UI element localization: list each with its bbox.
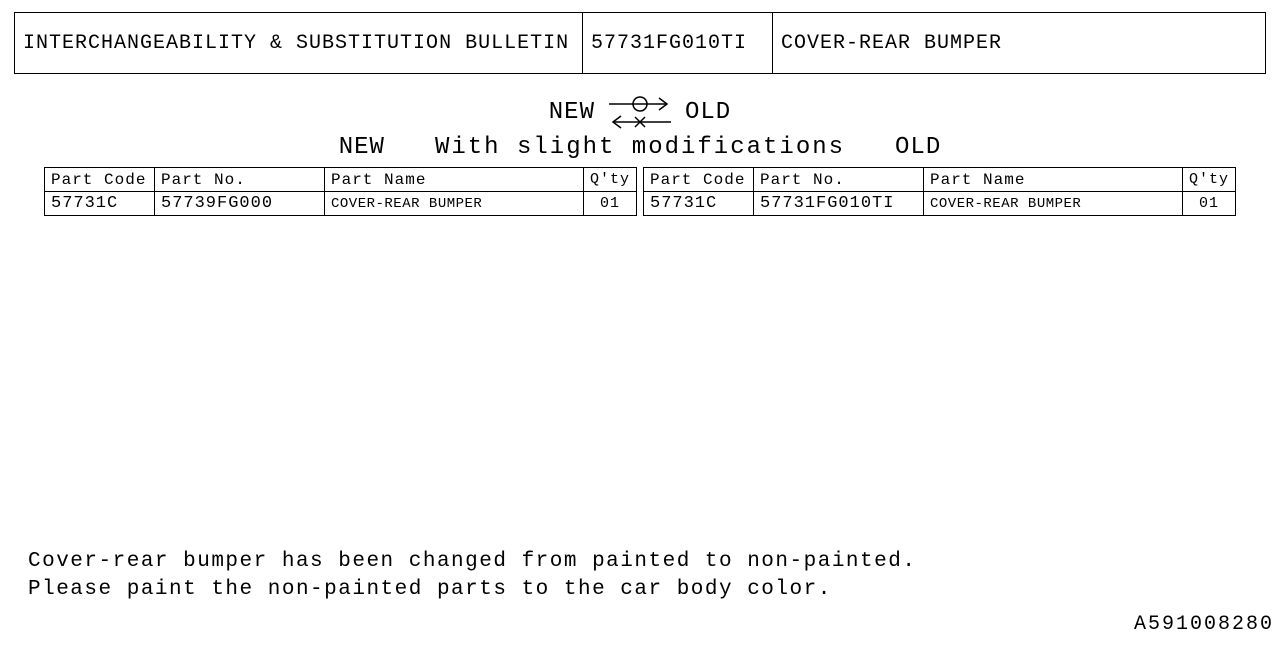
col-part-code: Part Code [45, 168, 155, 192]
table-header-row: Part Code Part No. Part Name Q'ty [45, 168, 637, 192]
old-parts-table: Part Code Part No. Part Name Q'ty 57731C… [643, 167, 1236, 216]
notes-block: Cover-rear bumper has been changed from … [28, 548, 916, 604]
note-line-2: Please paint the non-painted parts to th… [28, 576, 916, 604]
col-part-no: Part No. [754, 168, 924, 192]
col-qty: Q'ty [583, 168, 636, 192]
col-part-no: Part No. [155, 168, 325, 192]
cell-part-no: 57739FG000 [155, 192, 325, 216]
header-box: INTERCHANGEABILITY & SUBSTITUTION BULLET… [14, 12, 1266, 74]
cell-part-name: COVER-REAR BUMPER [325, 192, 584, 216]
note-line-1: Cover-rear bumper has been changed from … [28, 548, 916, 576]
subtitle-left: NEW [339, 134, 385, 161]
col-qty: Q'ty [1182, 168, 1235, 192]
symbol-right-label: OLD [685, 99, 731, 126]
cell-part-no: 57731FG010TI [754, 192, 924, 216]
symbol-left-label: NEW [549, 99, 595, 126]
cell-part-name: COVER-REAR BUMPER [924, 192, 1183, 216]
col-part-name: Part Name [325, 168, 584, 192]
header-part-name: COVER-REAR BUMPER [773, 13, 1265, 73]
cell-part-code: 57731C [644, 192, 754, 216]
cell-qty: 01 [583, 192, 636, 216]
cell-part-code: 57731C [45, 192, 155, 216]
interchange-symbol-icon [605, 92, 675, 132]
col-part-code: Part Code [644, 168, 754, 192]
parts-tables: Part Code Part No. Part Name Q'ty 57731C… [44, 167, 1236, 216]
new-parts-table: Part Code Part No. Part Name Q'ty 57731C… [44, 167, 637, 216]
subtitle-mid: With slight modifications [435, 134, 845, 161]
subtitle-right: OLD [895, 134, 941, 161]
document-number: A591008280 [1134, 613, 1274, 636]
table-row: 57731C 57739FG000 COVER-REAR BUMPER 01 [45, 192, 637, 216]
header-title: INTERCHANGEABILITY & SUBSTITUTION BULLET… [15, 13, 583, 73]
header-part-no: 57731FG010TI [583, 13, 773, 73]
col-part-name: Part Name [924, 168, 1183, 192]
table-row: 57731C 57731FG010TI COVER-REAR BUMPER 01 [644, 192, 1236, 216]
cell-qty: 01 [1182, 192, 1235, 216]
subtitle-row: NEW With slight modifications OLD [0, 134, 1280, 161]
table-header-row: Part Code Part No. Part Name Q'ty [644, 168, 1236, 192]
symbol-row: NEW OLD [0, 92, 1280, 132]
